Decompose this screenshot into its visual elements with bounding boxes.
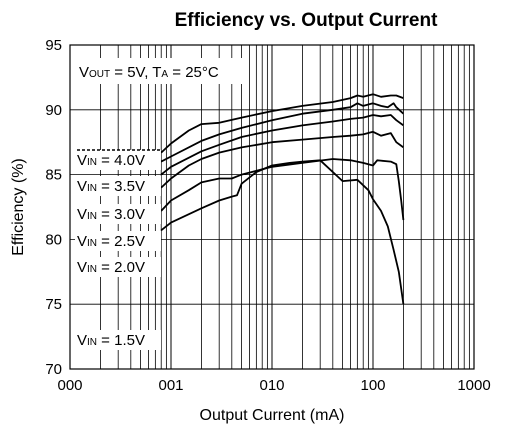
y-tick-label: 90 xyxy=(45,102,62,119)
x-tick-label: 1000 xyxy=(457,377,490,394)
y-tick-labels: 70 75 80 85 90 95 xyxy=(45,37,62,378)
y-tick-label: 80 xyxy=(45,231,62,248)
series-line xyxy=(161,160,403,304)
y-tick-label: 75 xyxy=(45,296,62,313)
x-tick-label: 010 xyxy=(259,377,284,394)
chart-title: Efficiency vs. Output Current xyxy=(175,10,439,31)
y-tick-label: 70 xyxy=(45,361,62,378)
x-tick-label: 001 xyxy=(158,377,183,394)
y-axis-label: Efficiency (%) xyxy=(10,158,27,256)
condition-annotation: VOUT = 5V, TA = 25°C xyxy=(76,58,248,84)
x-tick-label: 100 xyxy=(360,377,385,394)
series-line xyxy=(161,132,403,188)
x-axis-label: Output Current (mA) xyxy=(200,407,345,424)
series-lines xyxy=(161,94,403,304)
y-tick-label: 95 xyxy=(45,37,62,54)
x-tick-label: 000 xyxy=(57,377,82,394)
y-tick-label: 85 xyxy=(45,167,62,184)
x-tick-labels: 000 001 010 100 1000 xyxy=(57,377,490,394)
